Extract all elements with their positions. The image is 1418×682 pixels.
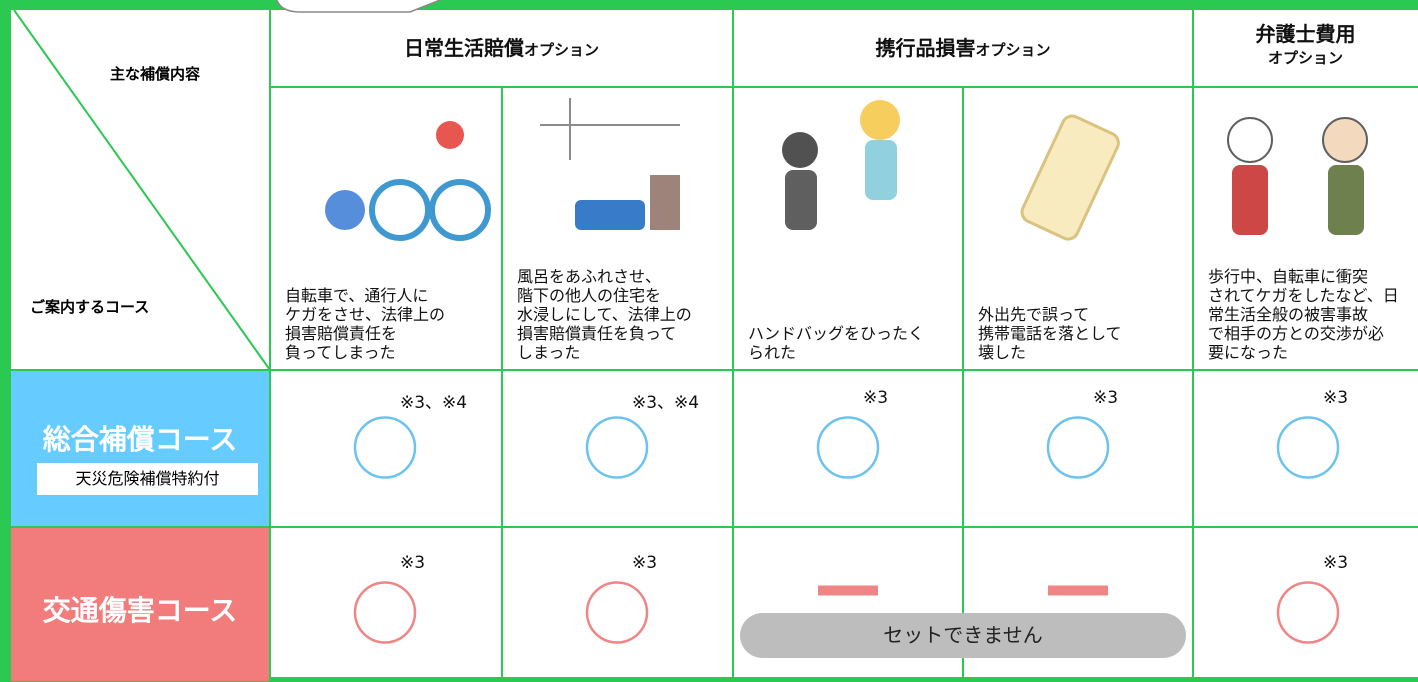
course-cell xyxy=(11,371,269,526)
availability-mark xyxy=(1046,416,1110,479)
option-name: 弁護士費用 xyxy=(1255,22,1356,46)
option-suffix: オプション xyxy=(1267,49,1343,67)
option-header: 日常生活賠償オプション xyxy=(270,32,733,61)
availability-mark xyxy=(585,581,649,644)
option-suffix: オプション xyxy=(975,41,1051,59)
unavailable-label: セットできません xyxy=(740,612,1186,658)
course-name: 交通傷害コース xyxy=(42,594,238,627)
note: ※3、※4 xyxy=(632,392,700,413)
illustration xyxy=(325,98,1368,241)
availability-mark xyxy=(353,581,417,644)
availability-mark xyxy=(585,416,649,479)
course-cell xyxy=(11,528,269,681)
case-description: 歩行中、自転車に衝突 されてケガをしたなど、日 常生活全般の被害事故 で相手の方… xyxy=(1208,267,1399,362)
case-description: 外出先で誤って 携帯電話を落として 壊した xyxy=(978,305,1122,362)
option-suffix: オプション xyxy=(523,41,599,59)
option-header: 弁護士費用オプション xyxy=(1193,18,1418,68)
option-name: 日常生活賠償 xyxy=(403,36,524,60)
main-coverage-label: 主な補償内容 xyxy=(110,65,201,83)
note: ※3 xyxy=(1323,552,1349,573)
unavailable-dash xyxy=(1048,585,1108,596)
unavailable-dash xyxy=(818,585,878,596)
note: ※3 xyxy=(1093,387,1119,408)
note: ※3、※4 xyxy=(400,392,468,413)
option-header: 携行品損害オプション xyxy=(733,32,1193,61)
note: ※3 xyxy=(863,387,889,408)
availability-mark xyxy=(816,416,880,479)
availability-mark xyxy=(353,416,417,479)
course-badge: 天災危険補償特約付 xyxy=(37,463,258,495)
course-name: 総合補償コース xyxy=(42,423,238,456)
availability-mark xyxy=(1276,581,1340,644)
note: ※3 xyxy=(632,552,658,573)
case-description: 自転車で、通行人に ケガをさせ、法律上の 損害賠償責任を 負ってしまった xyxy=(285,286,446,362)
availability-mark xyxy=(1276,416,1340,479)
case-description: 風呂をあふれさせ、 階下の他人の住宅を 水浸しにして、法律上の 損害賠償責任を負… xyxy=(517,267,692,362)
note: ※3 xyxy=(1323,387,1349,408)
option-name: 携行品損害 xyxy=(875,36,976,60)
course-label: ご案内するコース xyxy=(30,298,150,316)
note: ※3 xyxy=(400,552,426,573)
case-description: ハンドバッグをひったく られた xyxy=(748,324,925,362)
